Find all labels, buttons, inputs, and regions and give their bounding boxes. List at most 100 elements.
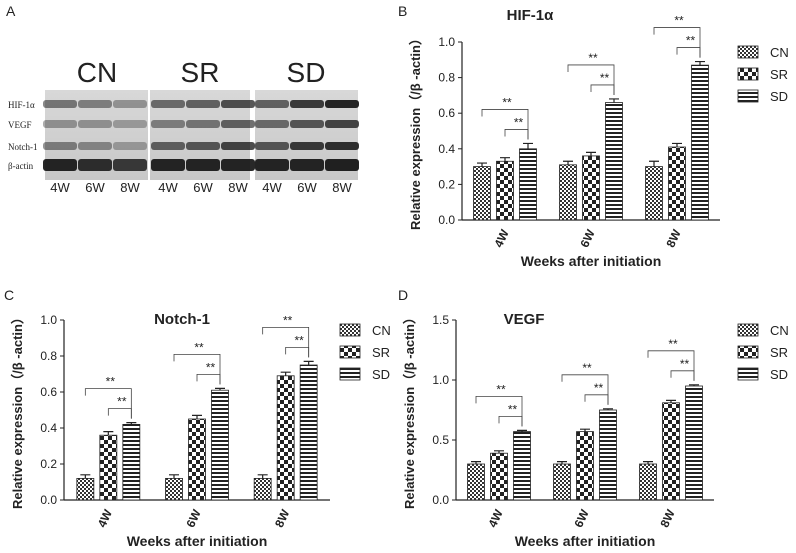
error-bar	[103, 431, 114, 436]
significance-bracket	[647, 350, 695, 381]
panel-label: D	[398, 287, 408, 303]
blot-band	[113, 159, 147, 171]
legend-label: CN	[372, 323, 391, 338]
error-bar	[695, 60, 705, 66]
blot-band	[151, 100, 185, 108]
blot-band	[325, 120, 359, 128]
significance-label: **	[668, 337, 678, 351]
x-tick-label: 6W	[577, 227, 598, 250]
bar	[519, 148, 537, 221]
error-bar	[192, 414, 202, 419]
x-axis-label: Weeks after initiation	[515, 533, 656, 548]
significance-bracket	[498, 416, 523, 427]
blot-band	[325, 100, 359, 108]
blot-band	[221, 159, 255, 171]
legend-label: SR	[372, 345, 390, 360]
lane-label: 4W	[50, 180, 70, 195]
error-bar	[500, 157, 510, 162]
significance-bracket	[481, 109, 529, 140]
blot-band	[43, 142, 77, 150]
error-bar	[471, 461, 481, 464]
blot-band	[78, 100, 112, 108]
y-axis-label: Relative expression（/β -actin）	[402, 311, 417, 509]
significance-bracket	[584, 394, 609, 405]
bar	[76, 477, 95, 501]
significance-bracket	[173, 354, 221, 385]
significance-bracket	[475, 396, 523, 427]
x-tick-label: 6W	[571, 507, 592, 530]
y-tick-label: 0.0	[40, 493, 57, 507]
lane-label: 6W	[193, 180, 213, 195]
bar	[559, 164, 577, 221]
bar	[639, 463, 657, 501]
blot-band	[255, 100, 289, 108]
blot-band	[221, 120, 255, 128]
error-bar	[586, 151, 596, 156]
significance-label: **	[508, 402, 518, 416]
legend-label: CN	[770, 323, 789, 338]
blot-band	[290, 100, 324, 108]
error-bar	[517, 429, 527, 432]
bar	[253, 477, 272, 501]
error-bar	[303, 360, 314, 365]
blot-band	[113, 120, 147, 128]
significance-label: **	[283, 313, 293, 327]
panel-label: C	[4, 287, 14, 303]
lane-label: 8W	[120, 180, 140, 195]
y-tick-label: 1.5	[432, 313, 449, 327]
group-label: SR	[181, 57, 220, 88]
significance-bracket	[567, 64, 615, 95]
chart-title: HIF-1α	[507, 7, 555, 24]
x-tick-label: 8W	[657, 507, 678, 530]
significance-label: **	[680, 357, 690, 371]
bar	[691, 64, 709, 221]
legend-label: SD	[770, 367, 788, 382]
significance-label: **	[106, 375, 116, 389]
chart-title: VEGF	[504, 311, 545, 328]
legend-label: SR	[770, 345, 788, 360]
bar	[496, 160, 514, 221]
blot-band	[43, 159, 77, 171]
blot-band	[151, 142, 185, 150]
error-bar	[126, 422, 137, 425]
significance-label: **	[600, 71, 610, 85]
row-label: β-actin	[8, 161, 34, 171]
significance-bracket	[84, 388, 132, 419]
group-label: SD	[287, 57, 326, 88]
bar	[299, 364, 318, 501]
bar	[599, 409, 617, 501]
x-tick-label: 4W	[491, 227, 512, 250]
blot-band	[290, 159, 324, 171]
error-bar	[280, 371, 291, 376]
error-bar	[523, 142, 533, 149]
bar	[473, 166, 491, 221]
blot-band	[186, 120, 220, 128]
legend-label: CN	[770, 45, 789, 60]
error-bar	[649, 160, 659, 167]
bar	[99, 434, 118, 501]
legend-swatch	[737, 345, 759, 359]
y-tick-label: 0.6	[40, 385, 57, 399]
blot-band	[325, 142, 359, 150]
significance-label: **	[194, 340, 204, 354]
x-tick-label: 6W	[183, 507, 204, 530]
bar	[211, 389, 229, 501]
y-tick-label: 1.0	[438, 35, 455, 49]
y-tick-label: 0.6	[438, 106, 455, 120]
significance-label: **	[594, 381, 604, 395]
x-tick-label: 8W	[272, 507, 293, 530]
panel-label: B	[398, 3, 407, 19]
significance-bracket	[561, 374, 609, 405]
lane-label: 4W	[262, 180, 282, 195]
bar	[582, 155, 600, 221]
lane-label: 6W	[85, 180, 105, 195]
significance-bracket	[262, 327, 310, 358]
error-bar	[603, 408, 613, 410]
significance-label: **	[502, 95, 512, 109]
blot-band	[151, 159, 185, 171]
error-bar	[689, 384, 699, 386]
row-label: HIF-1α	[8, 100, 35, 110]
y-tick-label: 0.2	[438, 177, 455, 191]
chart-title: Notch-1	[154, 311, 210, 328]
